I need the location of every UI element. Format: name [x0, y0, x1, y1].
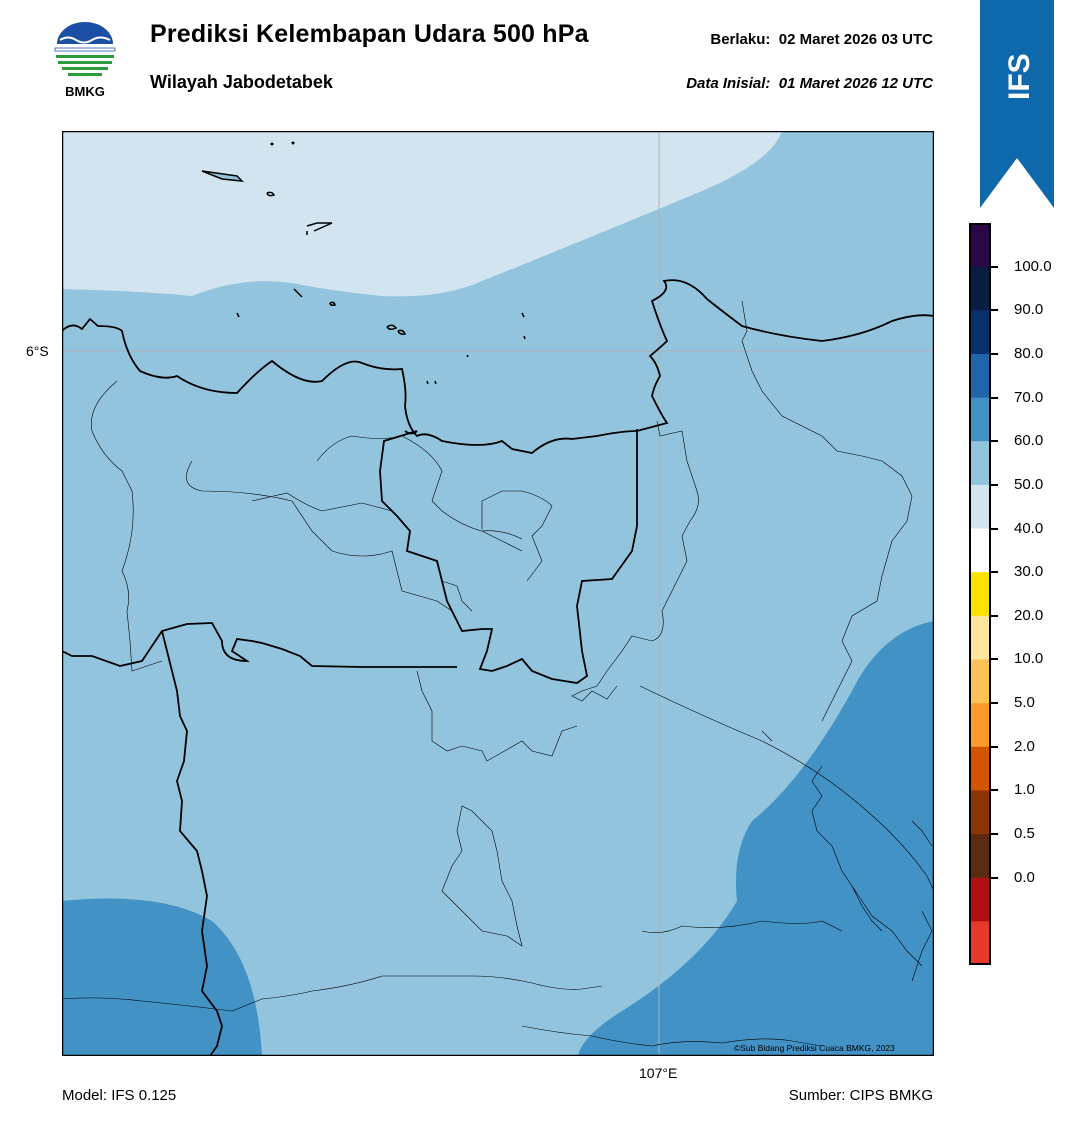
init-time-value: 01 Maret 2026 12 UTC: [778, 75, 933, 92]
colorbar-segment: [969, 528, 991, 573]
colorbar-segment: [969, 790, 991, 835]
colorbar-label: 5.0: [1014, 694, 1035, 712]
colorbar-tick: [991, 483, 998, 486]
colorbar-label: 0.5: [1014, 825, 1035, 843]
colorbar-segment: [969, 834, 991, 879]
colorbar-tick: [991, 265, 998, 268]
colorbar-tick: [991, 396, 998, 399]
colorbar-label: 1.0: [1014, 781, 1035, 799]
lon-label-107e: 107°E: [639, 1065, 678, 1081]
lat-label-6s: 6°S: [26, 343, 49, 359]
province-border-west: [161, 630, 223, 1056]
colorbar-segment: [969, 572, 991, 617]
init-time-label: Data Inisial:: [686, 75, 771, 92]
model-label: Model: IFS 0.125: [62, 1087, 177, 1104]
colorbar-segment: [969, 353, 991, 399]
colorbar-tick: [991, 876, 998, 879]
island-3: [306, 222, 333, 235]
colorbar-tick: [991, 658, 998, 661]
valid-time-value: 02 Maret 2026 03 UTC: [778, 31, 933, 48]
source-label: Sumber: CIPS BMKG: [788, 1087, 933, 1104]
colorbar-tick: [991, 440, 998, 443]
island-4: [236, 288, 526, 385]
humidity-50-60-area: [62, 131, 782, 297]
region-subtitle: Wilayah Jabodetabek: [150, 72, 333, 92]
colorbar-tick: [991, 702, 998, 705]
humidity-70-80-area-east: [578, 621, 934, 1056]
colorbar-frame: [969, 223, 991, 965]
colorbar-tick: [991, 527, 998, 530]
colorbar-label: 0.0: [1014, 868, 1035, 886]
colorbar-label: 80.0: [1014, 344, 1044, 362]
colorbar-tick: [991, 833, 998, 836]
colorbar-label: 2.0: [1014, 737, 1035, 755]
colorbar-tick: [991, 571, 998, 574]
colorbar-segment: [969, 484, 991, 530]
colorbar-segment: [969, 310, 991, 355]
colorbar-tick: [991, 745, 998, 748]
colorbar-segment: [969, 266, 991, 311]
colorbar-label: 70.0: [1014, 388, 1044, 406]
island-6: [291, 141, 295, 145]
colorbar-label: 90.0: [1014, 301, 1044, 319]
bmkg-logo: [52, 22, 118, 102]
island-2: [266, 191, 276, 197]
colorbar-segment: [969, 223, 991, 268]
colorbar-label: 50.0: [1014, 475, 1044, 493]
island-1: [201, 170, 245, 182]
colorbar-label: 30.0: [1014, 563, 1044, 581]
colorbar-label: 60.0: [1014, 432, 1044, 450]
ribbon-label-svg: IFS: [1003, 53, 1036, 100]
colorbar-segment: [969, 877, 991, 922]
colorbar-tick: [991, 352, 998, 355]
colorbar-tick: [991, 614, 998, 617]
colorbar-segment: [969, 397, 991, 442]
colorbar-segment: [969, 703, 991, 748]
colorbar-label: 10.0: [1014, 650, 1044, 668]
island-5: [270, 142, 274, 146]
valid-time: Berlaku: 02 Maret 2026 03 UTC: [710, 31, 933, 48]
colorbar: [969, 223, 991, 965]
ribbon-label: IFS: [1003, 53, 1036, 100]
colorbar-segment: [969, 441, 991, 486]
province-border: [379, 429, 638, 684]
colorbar-segment: [969, 921, 991, 965]
province-border-south: [62, 622, 457, 668]
humidity-map: ©Sub Bidang Prediksi Cuaca BMKG, 2023: [62, 131, 934, 1056]
chart-title: Prediksi Kelembapan Udara 500 hPa: [150, 20, 589, 48]
valid-time-label: Berlaku:: [710, 31, 771, 48]
init-time: Data Inisial: 01 Maret 2026 12 UTC: [686, 75, 933, 92]
colorbar-label: 20.0: [1014, 606, 1044, 624]
north-coastline: [62, 279, 934, 454]
colorbar-label: 40.0: [1014, 519, 1044, 537]
colorbar-segment: [969, 746, 991, 791]
colorbar-label: 100.0: [1014, 257, 1052, 275]
ifs-ribbon: [980, 0, 1054, 208]
bmkg-logo-text: BMKG: [65, 84, 105, 99]
colorbar-segment: [969, 659, 991, 704]
colorbar-segment: [969, 615, 991, 660]
colorbar-tick: [991, 309, 998, 312]
regency-lines: [62, 300, 934, 1047]
humidity-70-80-area-southwest: [62, 898, 262, 1056]
colorbar-tick: [991, 789, 998, 792]
map-credit: ©Sub Bidang Prediksi Cuaca BMKG, 2023: [734, 1043, 895, 1053]
